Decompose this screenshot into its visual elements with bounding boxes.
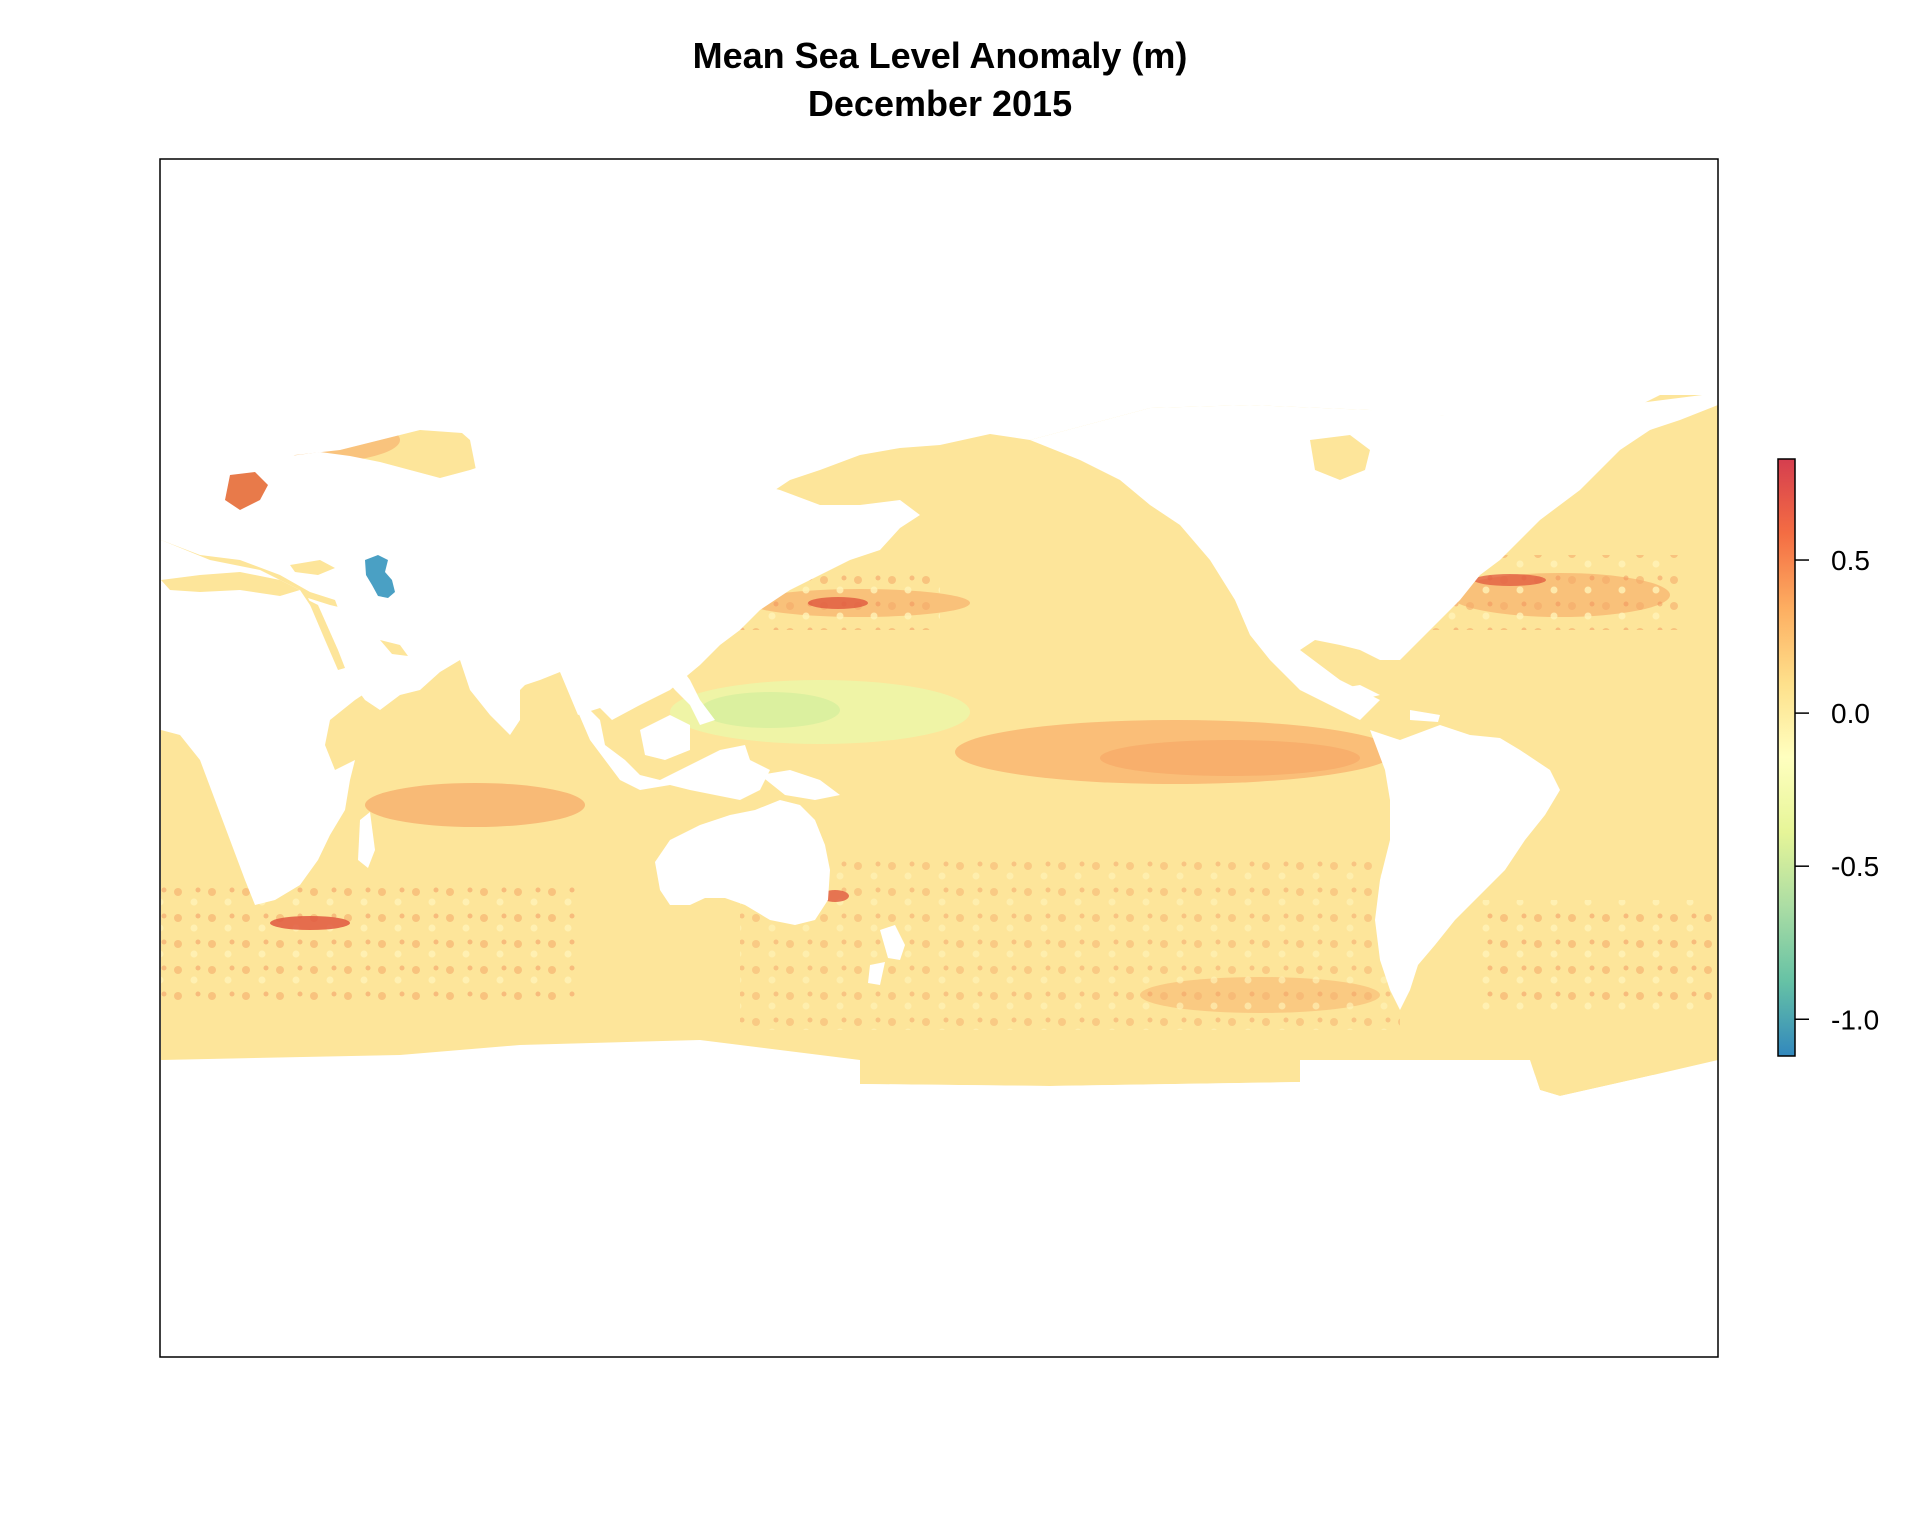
colorbar-ticks: 0.5 0.0 -0.5 -1.0 [1795, 545, 1879, 1035]
gulf-stream-hot [1474, 574, 1546, 586]
western-pacific-cooler [700, 692, 840, 728]
land-greenland [1470, 398, 1640, 445]
kuroshio-hot [808, 597, 868, 609]
land-masses [161, 160, 1718, 1357]
land-arabia-india [308, 598, 560, 735]
land-arctic-top [161, 160, 1718, 530]
colorbar-tick-label: 0.5 [1831, 545, 1870, 576]
land-north-america [1030, 393, 1718, 720]
land-africa [161, 540, 370, 905]
colorbar-ramp [1777, 458, 1796, 1057]
persian-gulf [380, 640, 408, 656]
land-madagascar [358, 812, 375, 868]
red-sea [308, 600, 345, 670]
colorbar-tick-label: -1.0 [1831, 1004, 1879, 1035]
colorbar: 0.5 0.0 -0.5 -1.0 [1777, 458, 1879, 1057]
land-new-zealand [868, 925, 905, 985]
subtitle-line: December 2015 [807, 83, 1073, 124]
anomaly-overlays [161, 415, 1718, 1030]
agulhas-hot [270, 916, 350, 930]
land-cuba-caribbean [1330, 685, 1440, 722]
equatorial-pacific-warm-core [1100, 740, 1360, 776]
land-southeast-asia [560, 670, 770, 800]
chart-title: Mean Sea Level Anomaly (m) December 2015 [0, 32, 1880, 128]
hudson-bay [1310, 435, 1370, 480]
baltic-sea [225, 472, 268, 510]
land-philippines-japan [640, 570, 778, 725]
land-borneo-newguinea [640, 715, 840, 800]
black-sea [290, 560, 335, 575]
title-line: Mean Sea Level Anomaly (m) [692, 35, 1188, 76]
acc-eddies-pacific [740, 860, 1400, 1030]
acc-eddies-indian [161, 880, 581, 1000]
acc-eddies-atlantic [1480, 900, 1718, 1010]
southern-ocean-edge [860, 1060, 1718, 1096]
mediterranean-sea [161, 572, 300, 596]
land-australia [655, 800, 830, 925]
land-eurasia-africa [161, 440, 920, 720]
land-antarctica [161, 1040, 1718, 1357]
colorbar-tick-label: 0.0 [1831, 698, 1870, 729]
map-panel [161, 160, 1718, 1357]
caspian-sea [365, 555, 395, 598]
colorbar-tick-label: -0.5 [1831, 851, 1879, 882]
indian-ocean-warm [365, 783, 585, 827]
land-south-america [1370, 725, 1560, 1010]
plot-frame [159, 158, 1719, 1358]
